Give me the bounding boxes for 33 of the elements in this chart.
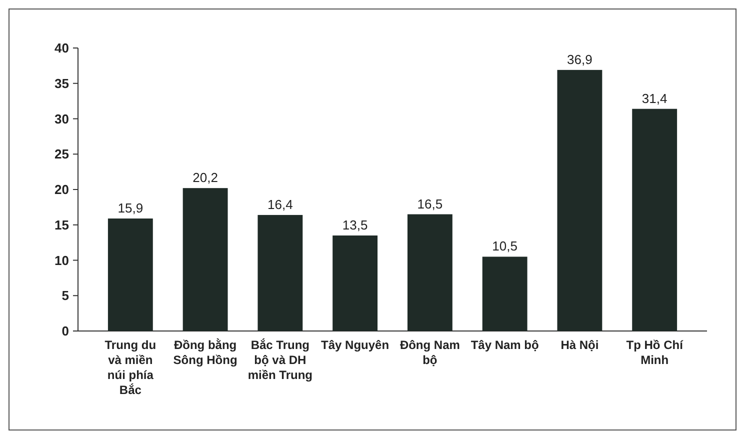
y-tick-label: 40	[54, 40, 69, 56]
x-tick-label: Hà Nội	[560, 338, 599, 352]
data-label: 10,5	[492, 238, 518, 254]
data-label: 16,4	[268, 196, 293, 212]
data-label: 16,5	[417, 196, 443, 212]
x-tick-label: Tây Nam bộ	[470, 338, 539, 352]
x-tick-label: Đồng bằng Sông Hồng	[173, 338, 238, 367]
data-label: 31,4	[642, 90, 668, 106]
y-tick-label: 25	[54, 146, 69, 162]
y-tick-label: 20	[54, 182, 69, 198]
x-tick-label: Trung du và miền núi phía Bắc	[104, 338, 156, 397]
bar	[108, 218, 153, 331]
bar	[482, 256, 528, 331]
x-tick-label: Bắc Trung bộ và DH miền Trung	[248, 338, 313, 382]
bar	[332, 235, 378, 331]
data-label: 36,9	[567, 52, 592, 67]
x-tick-label: Đông Nam bộ	[400, 338, 460, 367]
y-tick-label: 10	[54, 252, 69, 268]
bar	[557, 70, 602, 331]
y-tick-label: 15	[54, 217, 69, 232]
data-label: 20,2	[192, 170, 218, 186]
bar	[258, 214, 303, 331]
y-tick-label: 35	[54, 76, 69, 91]
bar	[632, 108, 678, 331]
bar	[182, 188, 228, 331]
bar	[407, 214, 452, 331]
x-tick-label: Tp Hồ Chí Minh	[626, 338, 684, 367]
y-tick-label: 5	[62, 288, 69, 304]
data-label: 13,5	[342, 217, 368, 232]
data-label: 15,9	[118, 200, 144, 216]
x-tick-label: Tây Nguyên	[321, 338, 390, 352]
y-tick-label: 30	[54, 111, 69, 126]
y-tick-label: 0	[62, 324, 69, 339]
